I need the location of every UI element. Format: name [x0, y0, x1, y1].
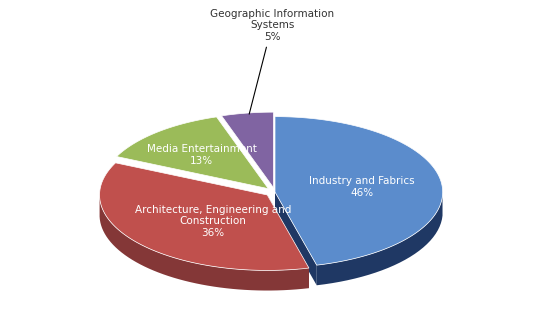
- Polygon shape: [317, 196, 443, 285]
- Polygon shape: [100, 163, 309, 270]
- Polygon shape: [117, 117, 268, 189]
- Polygon shape: [275, 117, 443, 265]
- Polygon shape: [100, 197, 309, 291]
- Polygon shape: [267, 195, 309, 288]
- Text: Media Entertainment
13%: Media Entertainment 13%: [147, 144, 257, 166]
- Text: Architecture, Engineering and
Construction
36%: Architecture, Engineering and Constructi…: [135, 205, 291, 238]
- Polygon shape: [275, 192, 317, 285]
- Text: Industry and Fabrics
46%: Industry and Fabrics 46%: [309, 176, 414, 198]
- Polygon shape: [222, 112, 273, 187]
- Text: Geographic Information
Systems
5%: Geographic Information Systems 5%: [210, 8, 334, 114]
